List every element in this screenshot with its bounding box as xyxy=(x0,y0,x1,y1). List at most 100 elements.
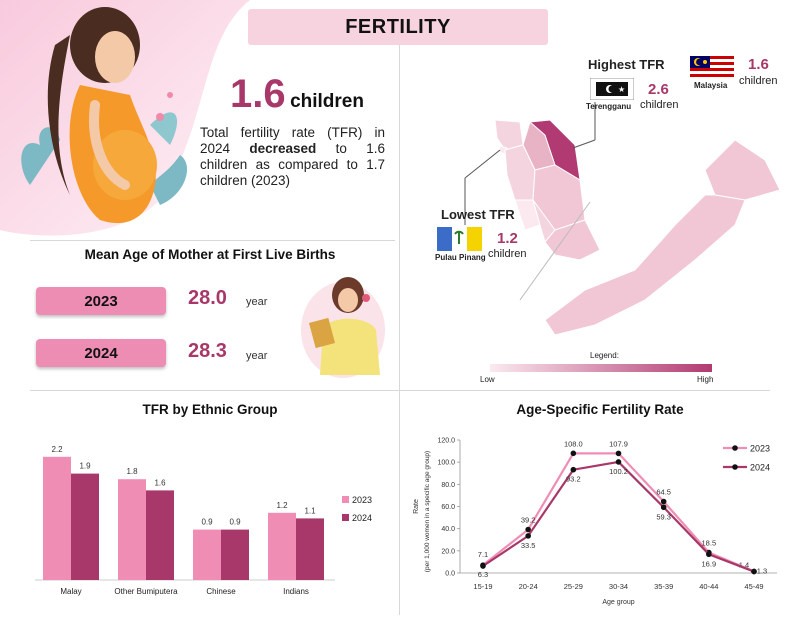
malaysia-label: Malaysia xyxy=(694,81,728,90)
x-tick-label: 15-19 xyxy=(473,582,492,591)
malaysia-tfr-value: 1.6 xyxy=(748,56,769,73)
y-tick-label: 40.0 xyxy=(441,526,455,533)
mean-age-year-2023: 2023 xyxy=(36,287,166,315)
map-state-johor xyxy=(544,219,601,261)
point-2024-45-49 xyxy=(751,568,757,575)
malaysia-flag-icon xyxy=(690,56,734,78)
mean-age-year-2024: 2024 xyxy=(36,339,166,367)
terengganu-flag-icon: ★ xyxy=(590,78,634,100)
point-value-label: 93.2 xyxy=(566,475,581,484)
point-2023-20-24 xyxy=(525,526,531,533)
point-value-label: 108.0 xyxy=(564,439,583,448)
tfr-desc-bold: decreased xyxy=(249,141,317,156)
point-value-label: 107.9 xyxy=(609,439,628,448)
bar-value-label: 1.8 xyxy=(126,467,138,476)
y-tick-label: 20.0 xyxy=(441,548,455,555)
point-value-label: 39.2 xyxy=(521,516,536,525)
legend-label-2024: 2024 xyxy=(352,513,372,523)
legend-title: Legend: xyxy=(590,351,619,360)
bar-2023-other-bumiputera xyxy=(118,479,146,580)
x-tick-label: 30-34 xyxy=(609,582,628,591)
x-tick-label: Indians xyxy=(283,587,309,596)
lowest-tfr-label: Lowest TFR xyxy=(441,207,515,222)
tfr-headline: 1.6 children xyxy=(230,72,364,117)
bar-value-label: 0.9 xyxy=(229,518,241,527)
legend-label-2024: 2024 xyxy=(750,463,770,473)
x-tick-label: 25-29 xyxy=(564,582,583,591)
map-state-sarawak xyxy=(544,194,746,336)
lowest-state-name: Pulau Pinang xyxy=(435,253,486,262)
svg-text:★: ★ xyxy=(618,85,625,94)
legend-marker-2024 xyxy=(732,464,738,470)
bar-value-label: 1.9 xyxy=(79,462,91,471)
point-value-label: 64.5 xyxy=(656,488,671,497)
point-2023-25-29 xyxy=(570,450,577,457)
x-tick-label: 40-44 xyxy=(699,582,718,591)
point-value-label: 7.1 xyxy=(478,550,488,559)
highest-tfr-value: 2.6 xyxy=(648,81,669,98)
legend-swatch-2024 xyxy=(342,514,349,521)
map-state-perlis-kedah xyxy=(494,119,524,151)
y-tick-label: 60.0 xyxy=(441,504,455,511)
point-value-label: 6.3 xyxy=(478,570,488,579)
x-axis-label: Age group xyxy=(602,599,634,606)
point-2024-35-39 xyxy=(660,504,667,511)
x-tick-label: Other Bumiputera xyxy=(114,587,178,596)
mean-age-value-2023: 28.0 xyxy=(188,287,227,309)
divider xyxy=(30,390,770,391)
page-title: FERTILITY xyxy=(248,9,548,45)
bar-value-label: 1.6 xyxy=(154,478,166,487)
y-tick-label: 120.0 xyxy=(437,438,455,445)
point-2023-30-34 xyxy=(615,450,622,457)
point-2024-15-19 xyxy=(480,563,486,569)
bar-value-label: 1.1 xyxy=(304,506,316,515)
lowest-tfr-unit: children xyxy=(488,248,527,260)
y-axis-sublabel: (per 1,000 women in a specific age group… xyxy=(424,451,431,572)
y-tick-label: 0.0 xyxy=(445,571,455,578)
malaysia-tfr-unit: children xyxy=(739,75,778,87)
bar-value-label: 1.2 xyxy=(276,501,288,510)
point-2023-35-39 xyxy=(660,498,667,505)
map-state-sabah xyxy=(704,139,781,201)
y-axis-label: Rate xyxy=(413,499,420,514)
x-tick-label: 20-24 xyxy=(519,582,538,591)
ethnic-chart-title: TFR by Ethnic Group xyxy=(142,402,278,417)
point-value-label: 59.3 xyxy=(656,512,671,521)
mean-age-title: Mean Age of Mother at First Live Births xyxy=(84,247,336,262)
legend-swatch-2023 xyxy=(342,496,349,503)
point-2024-30-34 xyxy=(615,459,622,465)
highest-tfr-label: Highest TFR xyxy=(588,57,665,72)
bar-2023-malay xyxy=(43,456,71,580)
divider xyxy=(30,240,395,241)
bar-value-label: 0.9 xyxy=(201,518,213,527)
legend-label-2023: 2023 xyxy=(750,444,770,454)
point-value-label: 100.2 xyxy=(609,467,628,476)
legend-label-2023: 2023 xyxy=(352,495,372,505)
pregnant-woman-illustration xyxy=(21,7,188,224)
mean-age-unit-2024: year xyxy=(246,350,268,362)
lowest-tfr-value: 1.2 xyxy=(497,230,518,247)
tfr-unit: children xyxy=(290,91,364,112)
bar-2023-indians xyxy=(268,512,296,580)
legend-marker-2023 xyxy=(732,445,738,451)
point-value-label: 1.4 xyxy=(739,560,749,569)
point-value-label: 33.5 xyxy=(521,541,536,550)
point-2024-40-44 xyxy=(706,551,712,558)
tfr-value: 1.6 xyxy=(230,72,286,116)
mean-age-unit-2023: year xyxy=(246,296,268,308)
x-tick-label: Malay xyxy=(60,587,81,596)
bar-2024-indians xyxy=(296,518,324,580)
woman-reading-illustration xyxy=(301,277,385,378)
asfr-chart-title: Age-Specific Fertility Rate xyxy=(516,402,684,417)
y-tick-label: 80.0 xyxy=(441,482,455,489)
point-value-label: 1.3 xyxy=(757,567,767,576)
legend-high-label: High xyxy=(697,375,714,384)
tfr-desc-pre: Total fertility rate (TFR) in 2024 xyxy=(200,125,385,156)
highest-tfr-unit: children xyxy=(640,99,679,111)
legend-low-label: Low xyxy=(480,375,495,384)
mean-age-value-2024: 28.3 xyxy=(188,340,227,362)
x-tick-label: 35-39 xyxy=(654,582,673,591)
tfr-desc-post: to 1.6 children as compared to 1.7 child… xyxy=(200,141,385,188)
point-2024-20-24 xyxy=(525,533,531,539)
pulau-pinang-flag-icon xyxy=(437,227,482,251)
